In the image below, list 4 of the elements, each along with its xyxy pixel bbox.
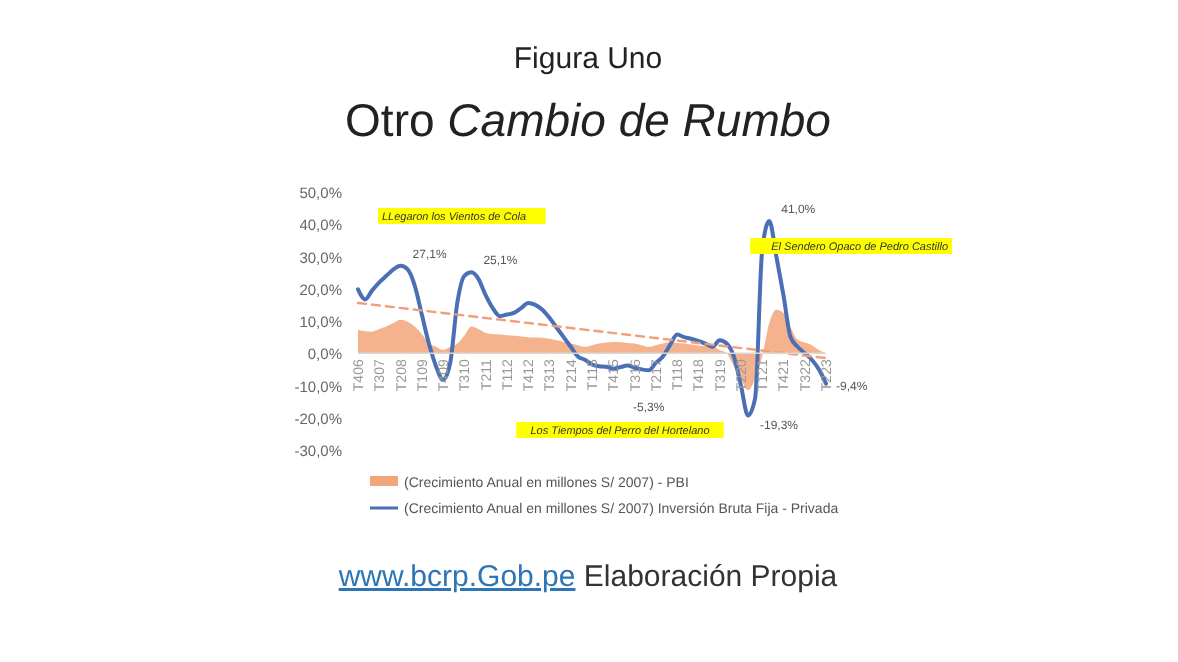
- chart-subtitle: Otro Cambio de Rumbo: [345, 94, 832, 146]
- chart-title: Figura Uno: [513, 42, 663, 76]
- text: www.bcrp.Gob.pe Elaboración Propia: [336, 560, 839, 594]
- line-series: [356, 219, 828, 418]
